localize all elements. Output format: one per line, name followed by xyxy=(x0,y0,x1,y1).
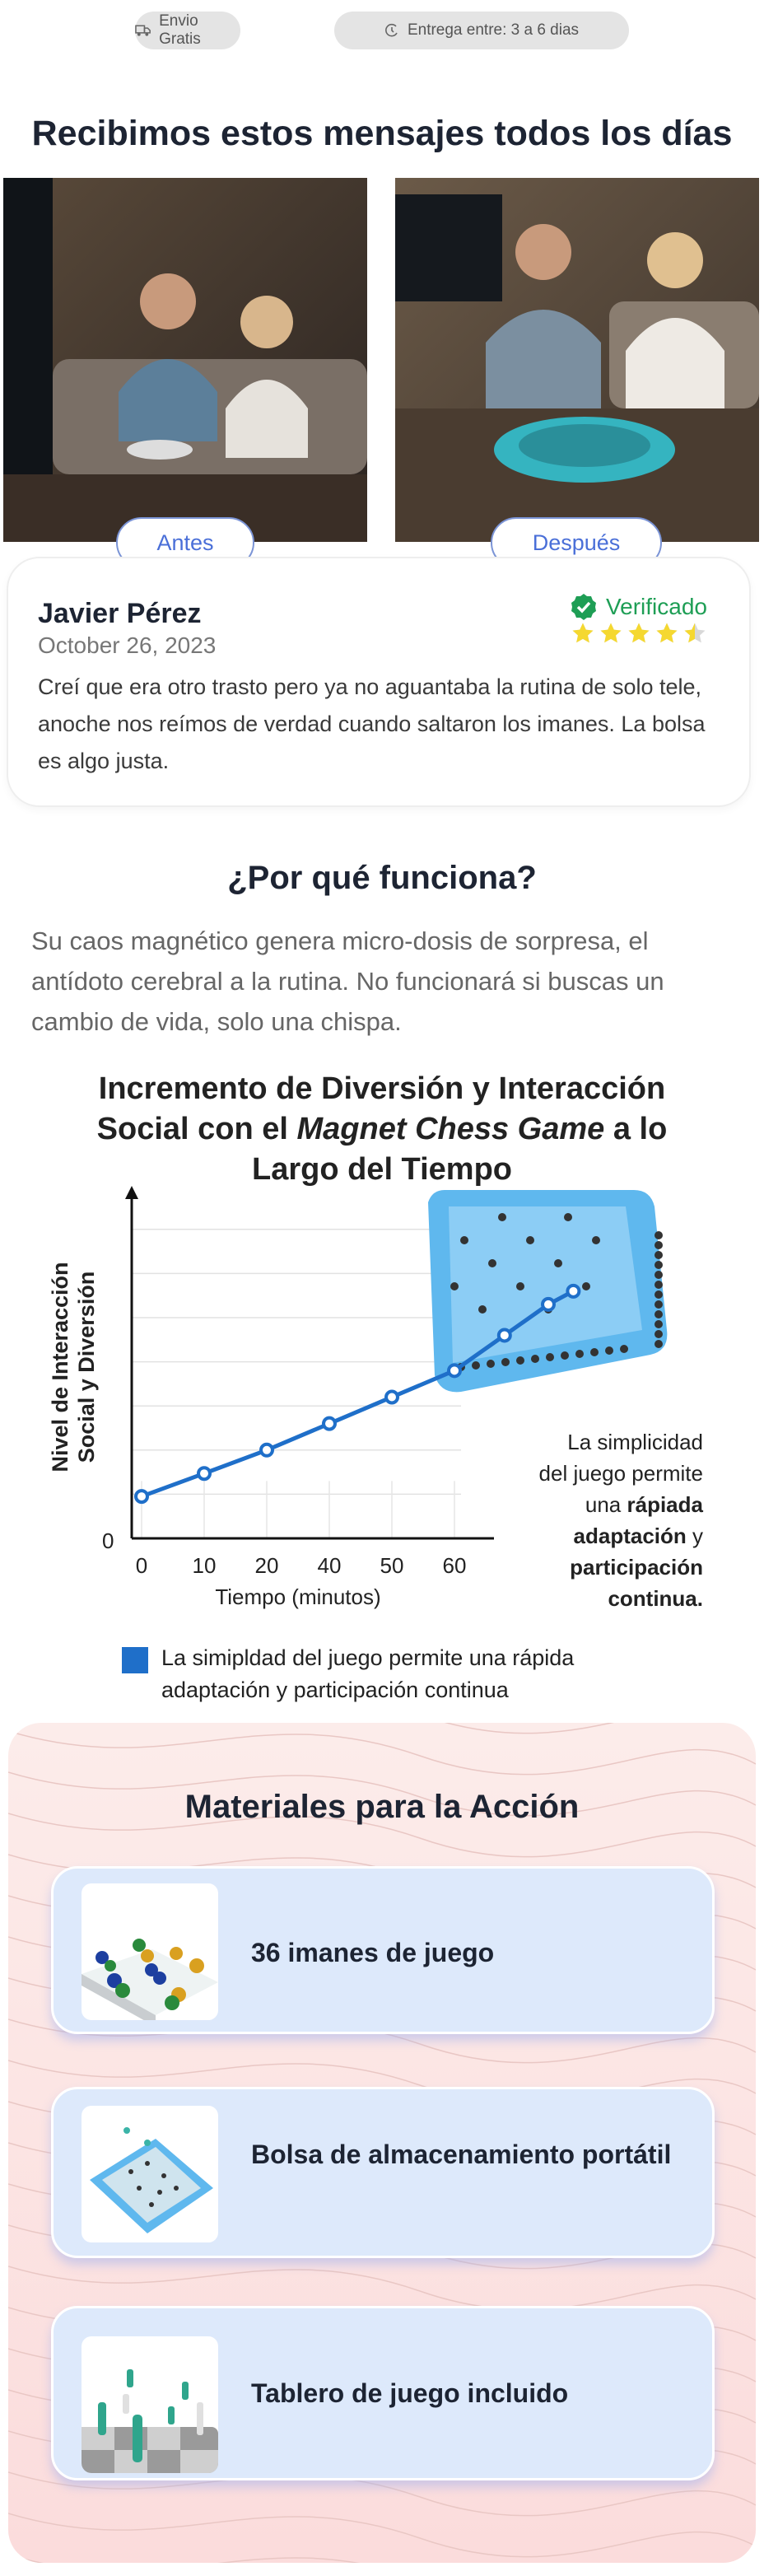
before-photo xyxy=(3,178,367,542)
annotation-line1: La simplicidad xyxy=(567,1430,703,1454)
star-icon xyxy=(628,623,650,643)
fun-interaction-chart: 0 10 20 40 50 60 0 Nivel de Interacción Socia… xyxy=(48,1186,704,1673)
verified-check-icon xyxy=(571,594,596,620)
materials-title: Materiales para la Acción xyxy=(184,1789,580,1825)
product-board-image xyxy=(428,1190,668,1393)
review-text: Creí que era otro trasto pero ya no agua… xyxy=(38,674,706,773)
x-tick-label: 40 xyxy=(318,1553,342,1578)
annotation-line3b: rápiada xyxy=(627,1492,704,1517)
y-tick-0: 0 xyxy=(102,1528,114,1553)
y-axis-arrow xyxy=(125,1186,138,1199)
legend-label: La simipldad del juego permite una rápid… xyxy=(161,1645,575,1702)
annotation-line4b: y xyxy=(692,1524,703,1548)
data-point xyxy=(384,1389,399,1405)
x-tick-label: 50 xyxy=(380,1553,404,1578)
annotation-line5: participación xyxy=(570,1555,703,1580)
material-label: 36 imanes de juego xyxy=(251,1938,495,1967)
verified-badge: Verificado xyxy=(570,593,707,621)
annotation-line4a: adaptación xyxy=(574,1524,687,1548)
x-tick-label: 10 xyxy=(193,1553,217,1578)
x-axis-label: Tiempo (minutos) xyxy=(215,1584,380,1609)
materials-section: Materiales para la Acción 36 imanes de j… xyxy=(8,1723,756,2563)
y-axis-label-line1: Nivel de Interacción xyxy=(48,1262,72,1472)
game-board-image xyxy=(82,2336,218,2473)
annotation-line3a: una xyxy=(585,1492,622,1517)
star-icon xyxy=(572,623,594,643)
delivery-time-pill: Entrega entre: 3 a 6 dias xyxy=(334,12,629,49)
why-body: Su caos magnético genera micro-dosis de … xyxy=(31,926,664,1036)
clock-icon xyxy=(384,23,398,37)
review-date: October 26, 2023 xyxy=(38,632,217,658)
review-card: Javier Pérez October 26, 2023 Verificado… xyxy=(7,557,751,807)
x-tick-label: 60 xyxy=(443,1553,467,1578)
data-point xyxy=(197,1466,212,1482)
star-rating xyxy=(570,621,708,646)
svg-text:adaptación y: adaptación y xyxy=(574,1524,703,1548)
material-label: Bolsa de almacenamiento portátil xyxy=(251,2140,672,2169)
magnets-image xyxy=(82,1883,218,2020)
chart-annotation: La simplicidad del juego permite una ráp… xyxy=(539,1430,704,1611)
chart-title: Incremento de Diversión y Interacción So… xyxy=(49,1069,715,1190)
annotation-line6: continua. xyxy=(608,1586,703,1611)
y-axis-label-line2: Social y Diversión xyxy=(74,1272,99,1463)
star-icon xyxy=(684,623,706,643)
delivery-time-label: Entrega entre: 3 a 6 dias xyxy=(407,21,580,39)
reviewer-name: Javier Pérez xyxy=(38,598,202,629)
star-icon xyxy=(656,623,678,643)
star-icon xyxy=(600,623,622,643)
chart-title-product: Magnet Chess Game xyxy=(296,1112,605,1146)
legend-swatch xyxy=(122,1647,148,1673)
data-point xyxy=(496,1328,512,1343)
chart-title-part1: Incremento de Diversión y Interacción So… xyxy=(96,1071,666,1146)
after-photo xyxy=(395,178,759,542)
material-item: Bolsa de almacenamiento portátil xyxy=(51,2087,715,2258)
svg-text:una rápiada: una rápiada xyxy=(585,1492,704,1517)
testimonials-title: Recibimos estos mensajes todos los días xyxy=(31,114,733,153)
material-item: Tablero de juego incluido xyxy=(51,2306,715,2480)
x-tick-label: 20 xyxy=(255,1553,279,1578)
why-title: ¿Por qué funciona? xyxy=(227,860,537,896)
data-point xyxy=(322,1416,337,1431)
free-shipping-label: Envio Gratis xyxy=(159,12,201,48)
chart-title-part3: a lo Largo del Tiempo xyxy=(251,1112,668,1187)
data-point xyxy=(566,1283,581,1299)
material-label: Tablero de juego incluido xyxy=(251,2378,569,2408)
data-point xyxy=(447,1363,462,1379)
x-tick-label: 0 xyxy=(136,1553,147,1578)
data-point xyxy=(541,1296,556,1312)
material-item: 36 imanes de juego xyxy=(51,1866,715,2034)
storage-bag-image xyxy=(82,2106,218,2242)
free-shipping-pill: Envio Gratis xyxy=(135,12,240,49)
truck-icon xyxy=(135,25,151,36)
annotation-line2: del juego permite xyxy=(539,1461,703,1486)
data-point xyxy=(259,1442,274,1458)
data-point xyxy=(134,1489,149,1505)
verified-label: Verificado xyxy=(606,594,707,619)
